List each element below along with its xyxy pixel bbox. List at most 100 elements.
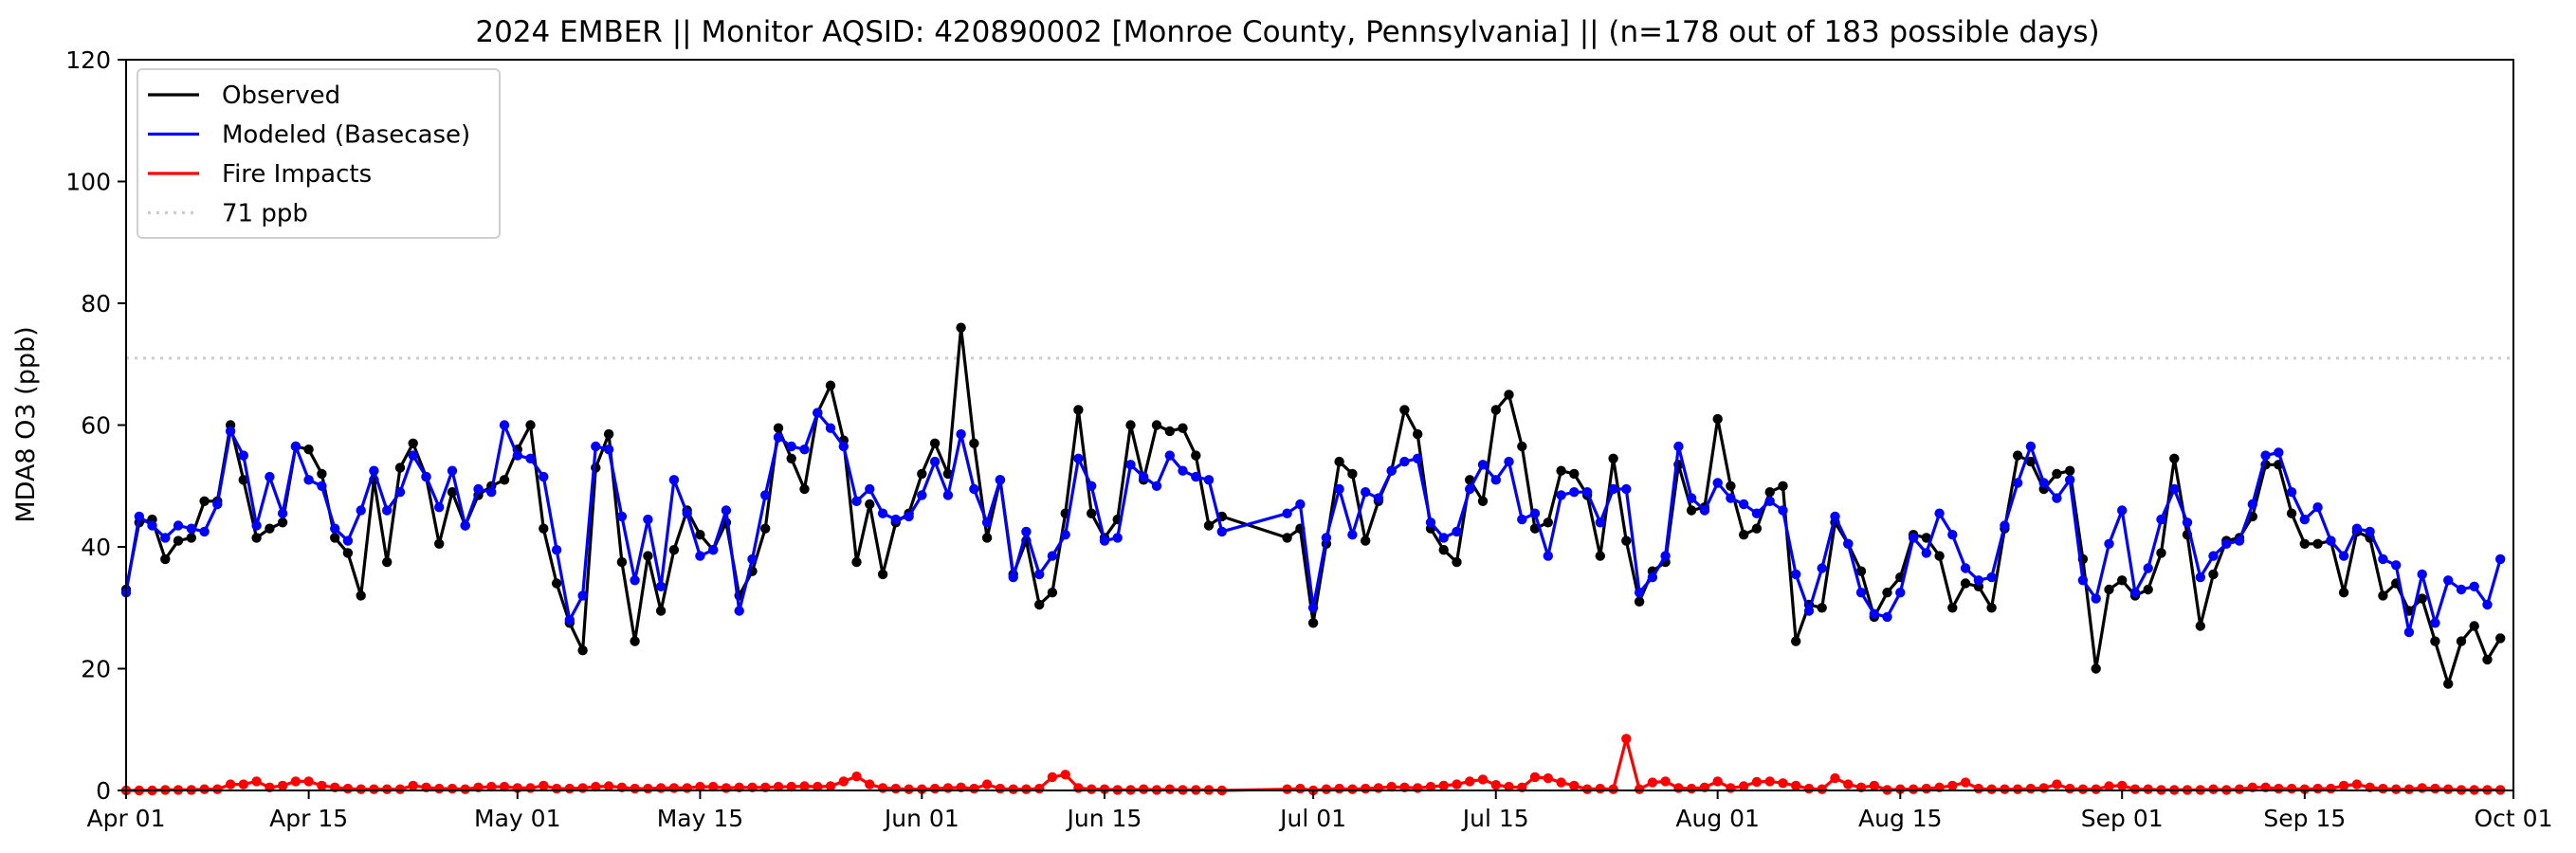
data-point-2-32 bbox=[539, 780, 549, 791]
data-point-2-137 bbox=[1960, 777, 1971, 788]
data-point-2-14 bbox=[303, 776, 314, 787]
data-point-1-69 bbox=[1021, 526, 1032, 537]
x-tick-label-0: Apr 01 bbox=[86, 805, 165, 832]
data-point-0-31 bbox=[525, 420, 536, 430]
data-point-0-178 bbox=[2495, 633, 2506, 644]
data-point-2-69 bbox=[1021, 784, 1032, 794]
data-point-0-142 bbox=[2025, 456, 2037, 467]
data-point-2-119 bbox=[1726, 783, 1736, 793]
data-point-2-172 bbox=[2417, 783, 2427, 793]
data-point-1-122 bbox=[1764, 496, 1775, 506]
data-point-2-147 bbox=[2091, 784, 2101, 794]
data-point-2-123 bbox=[1778, 778, 1788, 789]
data-point-1-109 bbox=[1595, 517, 1606, 528]
data-point-1-154 bbox=[2182, 517, 2193, 528]
data-point-0-172 bbox=[2417, 593, 2427, 604]
data-point-1-149 bbox=[2117, 505, 2128, 516]
data-point-1-98 bbox=[1452, 526, 1462, 537]
data-point-1-78 bbox=[1139, 471, 1149, 482]
data-point-1-144 bbox=[2052, 493, 2062, 503]
data-point-1-118 bbox=[1712, 478, 1723, 488]
data-point-2-34 bbox=[564, 783, 575, 794]
data-point-1-107 bbox=[1569, 487, 1580, 498]
data-point-1-128 bbox=[1843, 538, 1854, 549]
data-point-2-132 bbox=[1895, 784, 1906, 794]
data-point-2-9 bbox=[238, 779, 248, 789]
data-point-1-153 bbox=[2169, 483, 2180, 495]
data-point-2-71 bbox=[1047, 771, 1058, 783]
data-point-2-91 bbox=[1361, 783, 1371, 794]
data-point-2-146 bbox=[2077, 784, 2089, 794]
data-point-2-161 bbox=[2274, 783, 2284, 794]
y-tick-label-4: 80 bbox=[81, 290, 111, 318]
data-point-0-103 bbox=[1517, 441, 1527, 452]
data-point-1-92 bbox=[1373, 493, 1384, 503]
data-point-0-80 bbox=[1164, 426, 1176, 437]
data-point-1-142 bbox=[2025, 441, 2037, 452]
data-point-2-53 bbox=[813, 781, 823, 792]
data-point-1-45 bbox=[708, 545, 719, 555]
y-tick-label-0: 0 bbox=[96, 777, 111, 805]
data-point-1-56 bbox=[851, 496, 862, 506]
data-point-1-17 bbox=[342, 535, 354, 546]
data-point-1-74 bbox=[1087, 481, 1097, 491]
data-point-1-165 bbox=[2326, 535, 2336, 546]
data-point-0-134 bbox=[1921, 533, 1932, 543]
data-point-1-171 bbox=[2403, 626, 2415, 638]
data-point-2-171 bbox=[2403, 784, 2415, 794]
data-point-0-174 bbox=[2443, 679, 2454, 689]
data-point-0-94 bbox=[1399, 405, 1410, 415]
data-point-1-147 bbox=[2091, 593, 2101, 604]
data-point-1-95 bbox=[1413, 453, 1423, 463]
data-point-0-82 bbox=[1191, 450, 1201, 461]
data-point-2-55 bbox=[838, 776, 849, 787]
data-point-2-143 bbox=[2038, 783, 2049, 793]
data-point-2-165 bbox=[2326, 783, 2336, 794]
series-layer bbox=[120, 322, 2506, 796]
data-point-1-86 bbox=[1295, 499, 1306, 510]
data-point-2-109 bbox=[1595, 783, 1606, 794]
data-point-1-158 bbox=[2234, 535, 2245, 546]
data-point-1-105 bbox=[1543, 551, 1554, 561]
data-point-1-146 bbox=[2077, 575, 2089, 586]
x-tick-label-9: Aug 15 bbox=[1858, 805, 1943, 832]
data-point-2-162 bbox=[2286, 783, 2297, 794]
series-1 bbox=[120, 408, 2506, 638]
data-point-2-151 bbox=[2143, 784, 2153, 794]
data-point-1-60 bbox=[904, 511, 914, 522]
data-point-0-139 bbox=[1986, 603, 1997, 613]
data-point-1-35 bbox=[577, 590, 588, 601]
data-point-1-102 bbox=[1504, 456, 1514, 467]
data-point-1-27 bbox=[473, 483, 484, 495]
data-point-1-140 bbox=[2000, 520, 2010, 531]
data-point-0-24 bbox=[434, 538, 445, 549]
data-point-1-108 bbox=[1581, 487, 1593, 498]
data-point-2-78 bbox=[1139, 784, 1149, 794]
data-point-2-37 bbox=[603, 781, 614, 791]
data-point-1-103 bbox=[1517, 514, 1527, 525]
data-point-2-43 bbox=[682, 783, 692, 793]
data-point-1-50 bbox=[773, 432, 784, 443]
data-point-1-84 bbox=[1216, 526, 1228, 537]
data-point-2-24 bbox=[434, 783, 445, 794]
data-point-2-44 bbox=[695, 781, 705, 792]
data-point-2-59 bbox=[890, 783, 901, 794]
data-point-2-61 bbox=[917, 784, 927, 794]
data-point-0-169 bbox=[2378, 590, 2388, 601]
data-point-0-35 bbox=[577, 645, 588, 656]
data-point-1-166 bbox=[2338, 551, 2349, 561]
data-point-1-53 bbox=[813, 408, 823, 418]
data-point-0-141 bbox=[2012, 450, 2023, 461]
data-point-0-97 bbox=[1438, 545, 1449, 555]
data-point-0-73 bbox=[1073, 405, 1084, 415]
data-point-1-172 bbox=[2417, 569, 2427, 580]
data-point-2-115 bbox=[1673, 783, 1684, 793]
data-point-0-38 bbox=[616, 556, 628, 568]
data-point-2-50 bbox=[773, 781, 784, 792]
data-point-2-6 bbox=[199, 784, 210, 794]
data-point-0-111 bbox=[1621, 535, 1632, 546]
data-point-0-126 bbox=[1817, 603, 1827, 613]
data-point-1-34 bbox=[564, 614, 575, 626]
data-point-1-161 bbox=[2274, 447, 2284, 458]
data-point-2-56 bbox=[851, 771, 862, 782]
